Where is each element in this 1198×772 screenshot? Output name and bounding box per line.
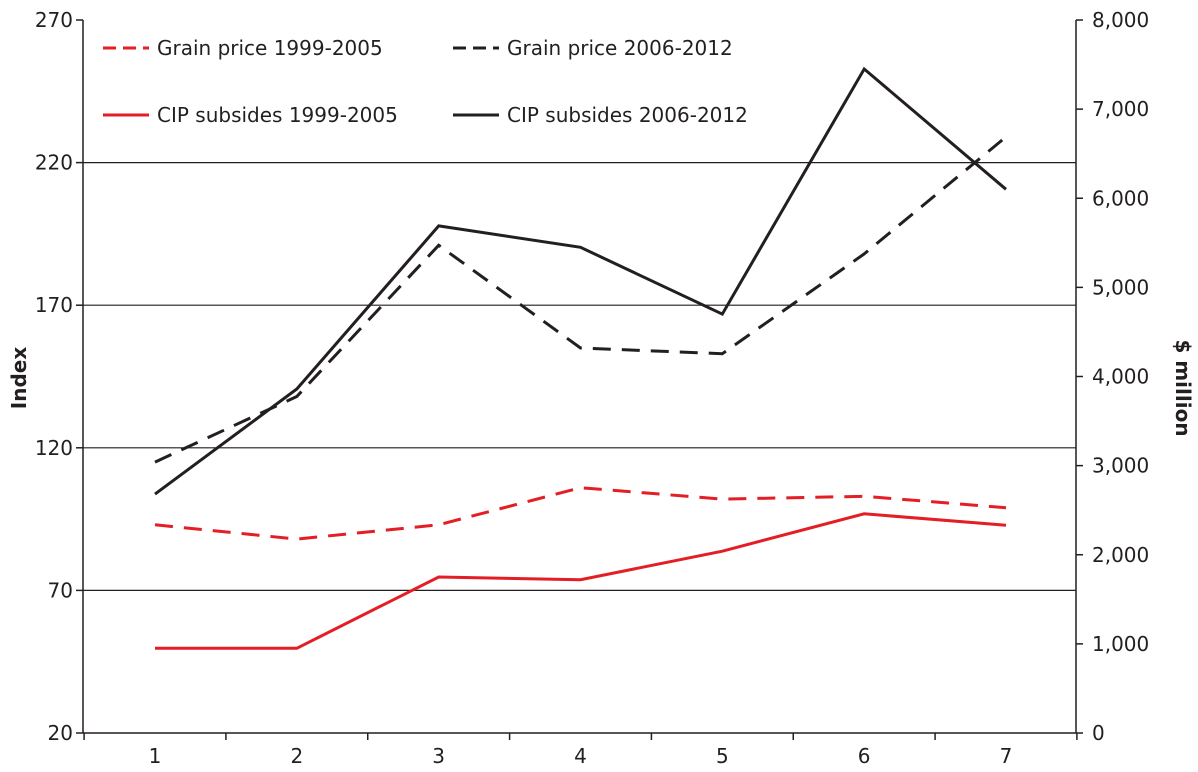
left-tick-label: 170: [35, 293, 73, 317]
right-tick-label: 4,000: [1092, 365, 1149, 389]
series-line: [155, 512, 1007, 650]
right-tick-label: 3,000: [1092, 454, 1149, 478]
series-line: [154, 66, 1007, 496]
left-tick-label: 70: [48, 578, 73, 602]
right-tick-label: 0: [1092, 721, 1105, 745]
x-tick-label: 2: [290, 744, 303, 768]
x-tick-label: 5: [716, 744, 729, 768]
left-tick-label: 120: [35, 436, 73, 460]
right-tick-label: 6,000: [1092, 186, 1149, 210]
x-tick-label: 1: [149, 744, 162, 768]
series-line: [154, 135, 1007, 464]
legend: Grain price 1999-2005 Grain price 2006-20…: [103, 36, 748, 127]
right-tick-label: 5,000: [1092, 275, 1149, 299]
right-axis-title: $ million: [1171, 339, 1195, 436]
legend-label: Grain price 1999-2005: [157, 36, 383, 60]
right-tick-label: 8,000: [1092, 8, 1149, 32]
left-tick-label: 20: [48, 721, 73, 745]
right-tick-label: 1,000: [1092, 632, 1149, 656]
x-tick-label: 6: [858, 744, 871, 768]
x-axis-ticks: 1 2 3 4 5 6 7: [83, 733, 1078, 768]
series-line: [154, 486, 1007, 541]
left-tick-label: 270: [35, 8, 73, 32]
right-tick-label: 2,000: [1092, 543, 1149, 567]
x-tick-label: 4: [574, 744, 587, 768]
legend-label: CIP subsides 1999-2005: [157, 103, 398, 127]
left-axis-title: Index: [7, 347, 31, 410]
left-axis-ticks: 20 70 120 170 220 270: [35, 8, 83, 745]
left-tick-label: 220: [35, 151, 73, 175]
x-tick-label: 3: [432, 744, 445, 768]
right-axis-ticks: 0 1,000 2,000 3,000 4,000 5,000 6,000 7,000 8,00…: [1076, 8, 1149, 745]
legend-label: Grain price 2006-2012: [507, 36, 733, 60]
gridlines: [83, 162, 1076, 592]
x-tick-label: 7: [1000, 744, 1013, 768]
legend-label: CIP subsides 2006-2012: [507, 103, 748, 127]
series-lines: [154, 66, 1007, 650]
right-tick-label: 7,000: [1092, 97, 1149, 121]
